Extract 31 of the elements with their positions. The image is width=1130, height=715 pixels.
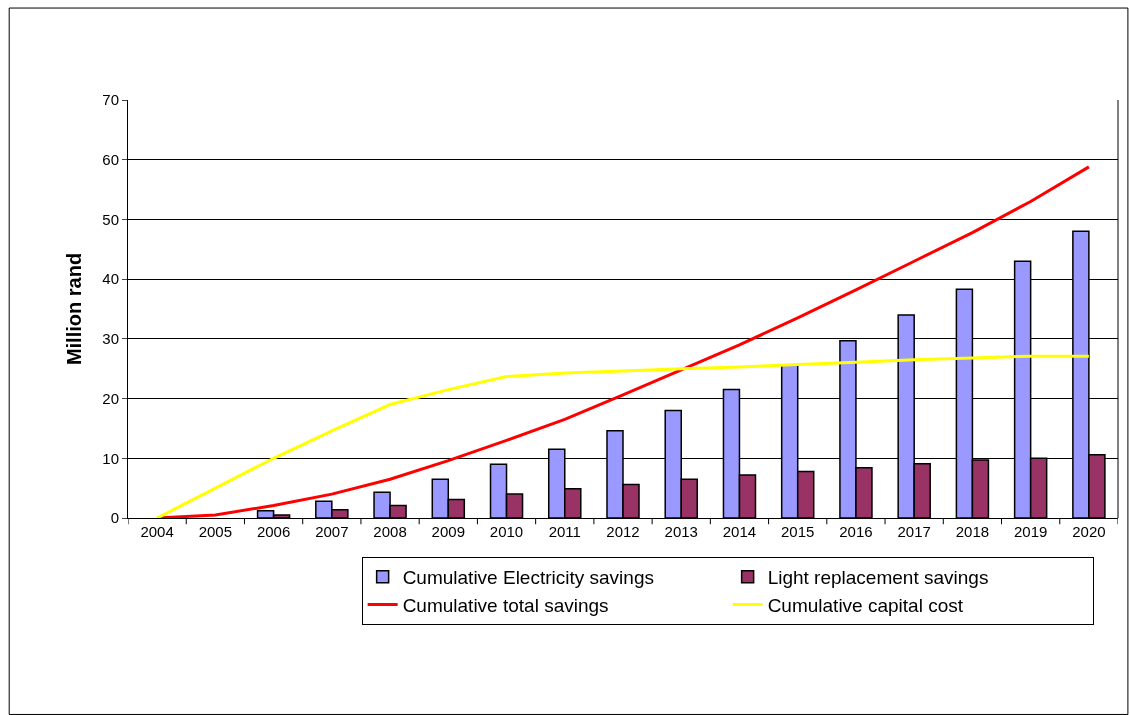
y-tick-label: 70 bbox=[102, 91, 119, 109]
x-tick-label: 2005 bbox=[198, 523, 233, 540]
x-tick-label: 2014 bbox=[722, 523, 757, 540]
x-tick-label: 2011 bbox=[548, 523, 581, 540]
x-tick-label: 2017 bbox=[897, 523, 931, 540]
x-tick-label: 2006 bbox=[256, 523, 291, 540]
x-tick-label: 2015 bbox=[781, 523, 815, 540]
x-tick-label: 2013 bbox=[664, 523, 698, 540]
x-tick-label: 2019 bbox=[1013, 523, 1048, 540]
y-tick-label: 60 bbox=[102, 150, 119, 168]
y-tick-label: 20 bbox=[102, 389, 119, 407]
x-tick-label: 2016 bbox=[839, 523, 873, 540]
y-tick-label: 50 bbox=[102, 210, 119, 228]
line-series bbox=[155, 354, 1091, 518]
y-axis-title: Million rand bbox=[62, 252, 85, 366]
x-tick-label: 2012 bbox=[606, 523, 640, 540]
y-tick-label: 40 bbox=[102, 270, 119, 288]
legend-label: Cumulative capital cost bbox=[767, 594, 964, 616]
x-tick-label: 2007 bbox=[315, 523, 349, 540]
x-tick-label: 2004 bbox=[140, 523, 174, 540]
y-tick-label: 30 bbox=[102, 330, 119, 348]
x-tick-label: 2008 bbox=[373, 523, 407, 540]
legend-label: Light replacement savings bbox=[767, 567, 989, 589]
x-tick-label: 2018 bbox=[955, 523, 990, 540]
y-tick-label: 0 bbox=[110, 509, 119, 527]
x-tick-label: 2020 bbox=[1072, 523, 1106, 540]
x-tick-label: 2009 bbox=[431, 523, 465, 540]
legend-label: Cumulative Electricity savings bbox=[402, 567, 654, 589]
legend-label: Cumulative total savings bbox=[402, 594, 609, 616]
y-tick-label: 10 bbox=[102, 449, 119, 467]
x-tick-label: 2010 bbox=[489, 523, 524, 540]
